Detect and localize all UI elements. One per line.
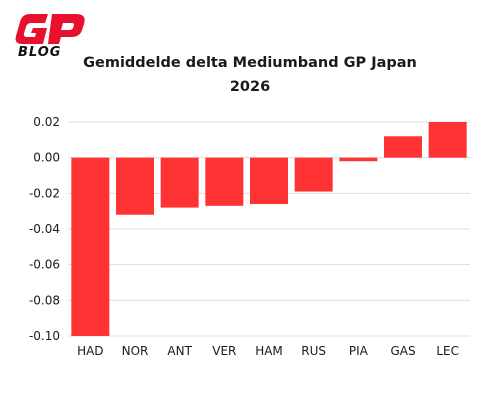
x-tick-label: NOR — [122, 344, 149, 358]
bar-rus — [294, 157, 333, 192]
x-tick-label: ANT — [167, 344, 192, 358]
gp-blog-logo: BLOG — [15, 14, 85, 58]
x-axis-ticks: HAD NOR ANT VER HAM RUS PIA GAS LEC — [77, 344, 459, 358]
bar-had — [71, 157, 110, 336]
bar-ham — [250, 157, 288, 205]
y-tick-label: -0.04 — [29, 222, 60, 236]
y-tick-label: -0.10 — [29, 329, 60, 343]
y-tick-label: -0.08 — [29, 293, 60, 307]
logo-p-shape — [48, 14, 85, 44]
x-tick-label: HAM — [255, 344, 283, 358]
bar-ant — [160, 157, 199, 208]
logo-wordmark: BLOG — [18, 45, 61, 58]
bar-gas — [384, 136, 422, 158]
chart-subtitle-year: 2026 — [229, 79, 271, 95]
y-tick-label: -0.06 — [29, 258, 60, 272]
x-tick-label: PIA — [349, 344, 369, 358]
bars — [71, 122, 467, 336]
y-tick-label: -0.02 — [29, 186, 60, 200]
y-axis-ticks: 0.02 0.00 -0.02 -0.04 -0.06 -0.08 -0.10 — [29, 115, 60, 343]
bar-nor — [116, 157, 154, 215]
x-tick-label: GAS — [390, 344, 415, 358]
y-tick-label: 0.00 — [33, 151, 60, 165]
bar-pia — [339, 157, 378, 162]
y-tick-label: 0.02 — [33, 115, 60, 129]
bar-ver — [205, 157, 244, 206]
x-tick-label: LEC — [436, 344, 459, 358]
chart-title: Gemiddelde delta Mediumband GP Japan — [83, 55, 417, 71]
x-tick-label: RUS — [301, 344, 326, 358]
x-tick-label: HAD — [77, 344, 103, 358]
x-tick-label: VER — [212, 344, 236, 358]
bar-lec — [428, 122, 467, 158]
logo-g-shape — [15, 14, 49, 44]
